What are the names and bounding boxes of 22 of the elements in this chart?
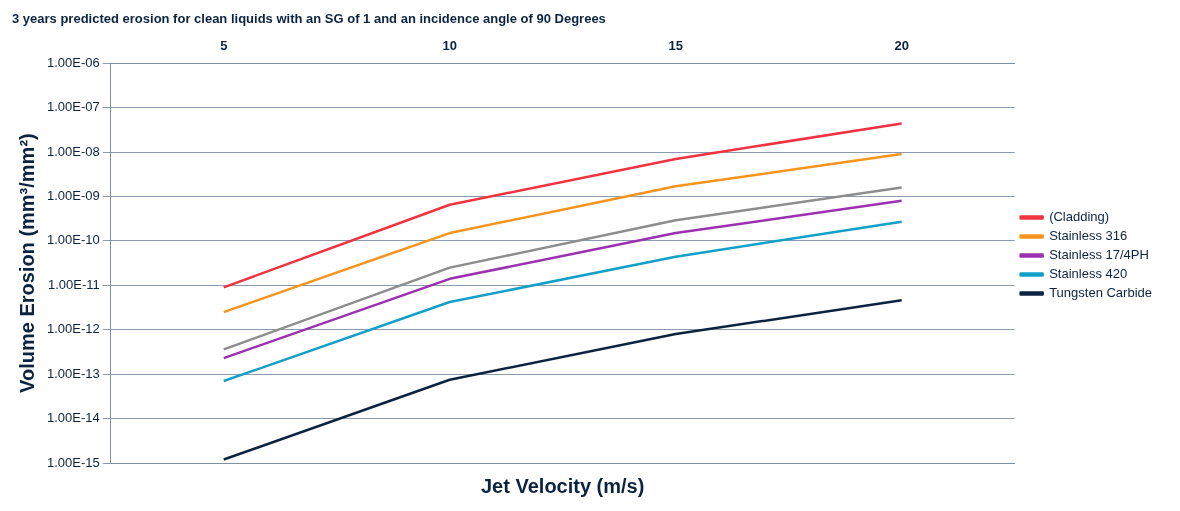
- chart-title: 3 years predicted erosion for clean liquids with an SG of 1 and an incidence angle of 90 Degrees: [12, 11, 606, 27]
- x-axis-title: Jet Velocity (m/s): [481, 474, 645, 497]
- legend-label: Stainless 17/4PH: [1049, 247, 1149, 263]
- y-tick-label: 1.00E-13: [47, 365, 100, 381]
- y-tick-label: 1.00E-09: [47, 188, 100, 204]
- x-tick-label: 5: [220, 37, 228, 53]
- x-tick-label: 15: [668, 37, 683, 53]
- y-tick-label: 1.00E-07: [47, 99, 100, 115]
- y-tick-label: 1.00E-06: [47, 54, 100, 70]
- legend-label: (Cladding): [1049, 209, 1110, 225]
- y-tick-label: 1.00E-14: [47, 410, 100, 426]
- y-axis-title: Volume Erosion (mm³/mm²): [15, 133, 38, 393]
- y-tick-label: 1.00E-15: [47, 454, 100, 470]
- legend-label: Stainless 420: [1049, 266, 1128, 282]
- y-tick-label: 1.00E-08: [47, 143, 100, 159]
- legend-label: Stainless 316: [1049, 228, 1128, 244]
- y-tick-label: 1.00E-11: [47, 276, 100, 292]
- x-tick-label: 10: [442, 37, 457, 53]
- y-tick-label: 1.00E-12: [47, 321, 100, 337]
- legend-label: Tungsten Carbide: [1049, 285, 1152, 301]
- y-tick-label: 1.00E-10: [47, 232, 100, 248]
- x-tick-label: 20: [894, 37, 909, 53]
